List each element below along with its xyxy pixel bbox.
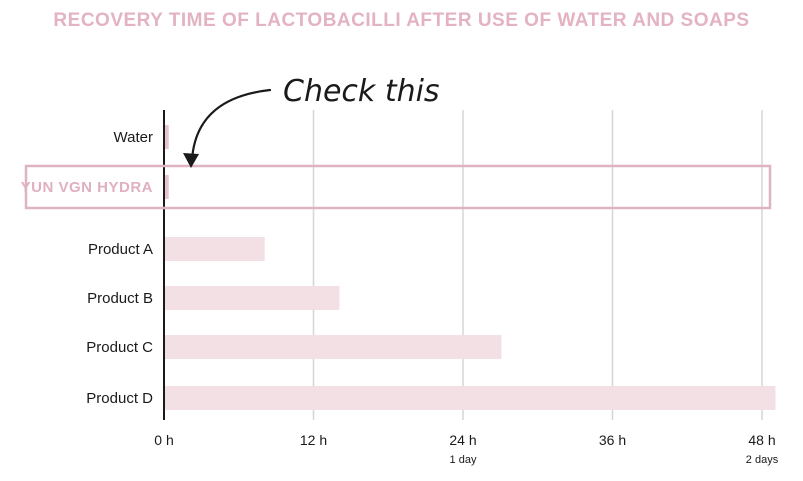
bar: [165, 175, 169, 199]
category-label: Product C: [86, 339, 153, 356]
bars: [165, 125, 776, 410]
gridlines: [312, 110, 763, 420]
category-label: Product B: [87, 290, 153, 307]
bar: [165, 237, 265, 261]
x-tick-label: 36 h: [599, 432, 626, 448]
category-label: Product D: [86, 390, 153, 407]
annotation-arrow-icon: [190, 88, 272, 162]
x-tick-sublabel: 2 days: [746, 454, 779, 466]
bar: [165, 286, 340, 310]
annotation: Check this: [183, 74, 440, 168]
arrow-head-icon: [183, 153, 199, 168]
category-label: Water: [114, 129, 153, 146]
bar: [165, 386, 776, 410]
category-label: Product A: [88, 241, 153, 258]
bar: [165, 335, 502, 359]
bar: [165, 125, 169, 149]
category-labels: Water YUN VGN HYDRA Product A Product B Prod…: [21, 129, 154, 407]
chart-title: RECOVERY TIME OF LACTOBACILLI AFTER USE …: [53, 10, 750, 31]
annotation-text: Check this: [283, 74, 440, 109]
x-tick-label: 0 h: [154, 432, 173, 448]
highlight-box: [24, 164, 772, 210]
x-tick-label: 48 h: [748, 432, 775, 448]
x-tick-sublabel: 1 day: [450, 454, 477, 466]
x-tick-label: 12 h: [300, 432, 327, 448]
category-label: YUN VGN HYDRA: [21, 179, 153, 196]
x-tick-label: 24 h: [449, 432, 476, 448]
x-axis-ticks: 0 h 12 h 24 h 1 day 36 h 48 h 2 days: [154, 432, 778, 466]
